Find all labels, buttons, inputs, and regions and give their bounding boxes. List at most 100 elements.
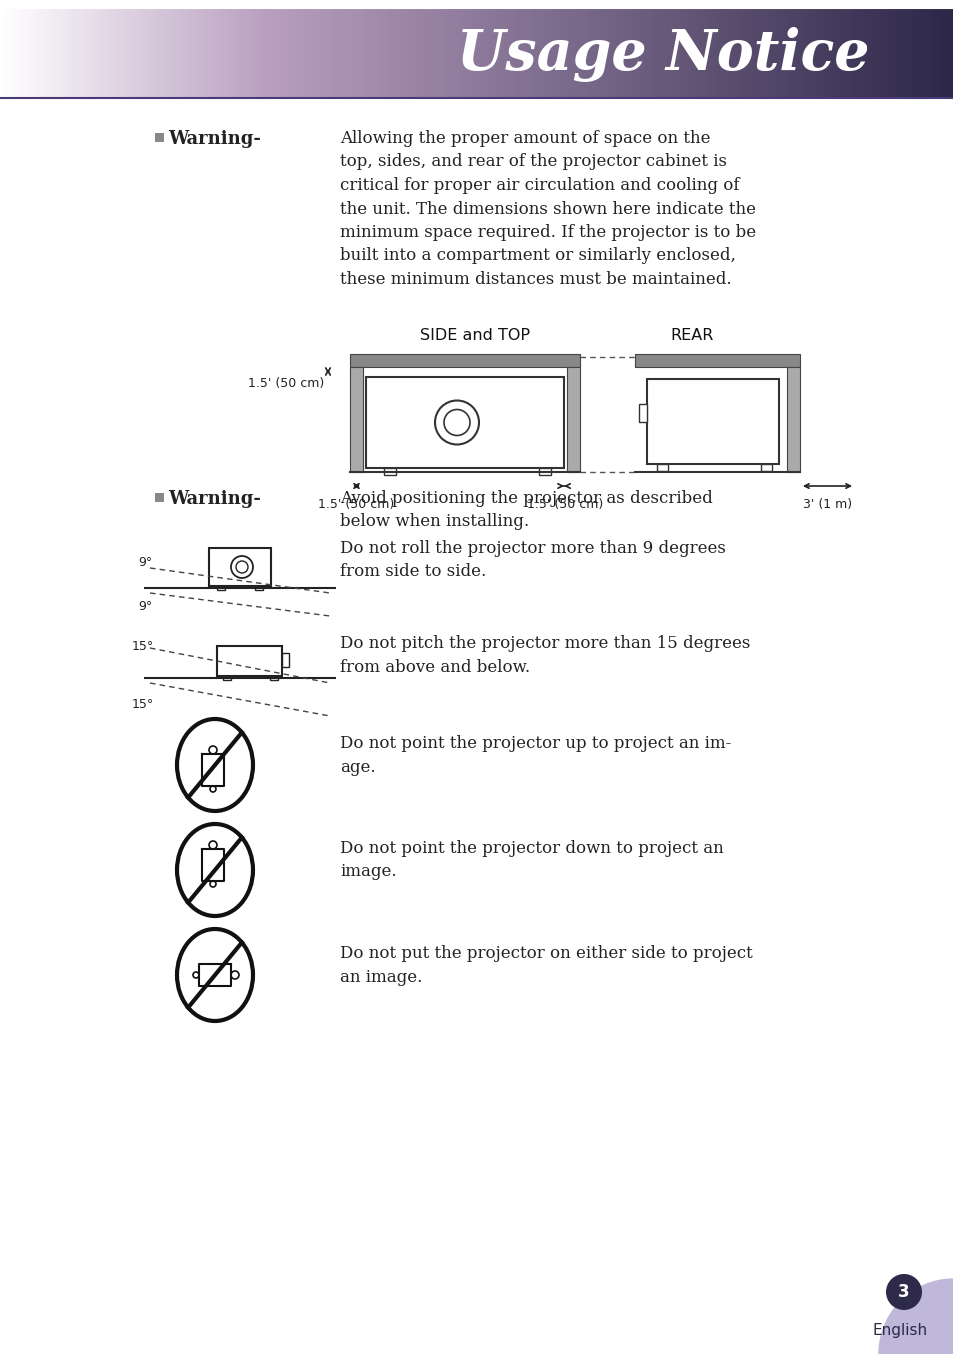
Bar bbox=[760, 464, 771, 471]
Bar bbox=[591, 8, 595, 96]
Bar bbox=[324, 8, 328, 96]
Bar bbox=[721, 8, 725, 96]
Circle shape bbox=[235, 561, 248, 573]
Bar bbox=[432, 8, 436, 96]
Bar bbox=[282, 653, 289, 668]
Bar bbox=[651, 8, 656, 96]
Bar bbox=[855, 8, 859, 96]
Bar bbox=[60, 8, 65, 96]
Bar bbox=[746, 8, 751, 96]
Bar bbox=[457, 8, 461, 96]
Text: Do not point the projector up to project an im-
age.: Do not point the projector up to project… bbox=[339, 735, 731, 776]
Bar bbox=[600, 8, 604, 96]
Bar bbox=[527, 8, 532, 96]
Bar bbox=[610, 8, 614, 96]
Bar bbox=[381, 8, 385, 96]
Bar bbox=[400, 8, 404, 96]
Bar bbox=[343, 8, 347, 96]
Bar bbox=[794, 8, 799, 96]
Bar bbox=[588, 8, 592, 96]
Text: 1.5' (50 cm): 1.5' (50 cm) bbox=[318, 498, 395, 510]
Bar bbox=[696, 8, 700, 96]
Bar bbox=[705, 8, 709, 96]
Polygon shape bbox=[878, 1280, 953, 1354]
Bar bbox=[394, 8, 398, 96]
Bar bbox=[102, 8, 106, 96]
Bar bbox=[35, 8, 39, 96]
Bar bbox=[750, 8, 754, 96]
Bar bbox=[223, 676, 232, 680]
Bar bbox=[724, 8, 728, 96]
Bar bbox=[445, 8, 449, 96]
Bar bbox=[184, 8, 189, 96]
Circle shape bbox=[443, 409, 470, 436]
Bar bbox=[197, 8, 201, 96]
Bar bbox=[264, 8, 268, 96]
Bar bbox=[775, 8, 780, 96]
Bar bbox=[286, 8, 290, 96]
Bar bbox=[693, 8, 697, 96]
Bar bbox=[493, 8, 497, 96]
Bar bbox=[496, 8, 499, 96]
Bar bbox=[152, 8, 156, 96]
Bar bbox=[150, 8, 153, 96]
Bar bbox=[486, 8, 490, 96]
Bar bbox=[312, 8, 315, 96]
Bar bbox=[801, 8, 804, 96]
Bar bbox=[73, 8, 77, 96]
Bar bbox=[455, 8, 458, 96]
Bar bbox=[191, 8, 194, 96]
Bar bbox=[353, 8, 356, 96]
Bar bbox=[699, 8, 703, 96]
Bar bbox=[131, 8, 134, 96]
Bar bbox=[172, 8, 175, 96]
Bar bbox=[193, 8, 198, 96]
Bar bbox=[512, 8, 516, 96]
Bar bbox=[562, 8, 566, 96]
Bar bbox=[677, 8, 680, 96]
Bar bbox=[874, 8, 878, 96]
Bar bbox=[648, 8, 652, 96]
Bar bbox=[817, 8, 821, 96]
Bar bbox=[127, 8, 132, 96]
Bar bbox=[760, 8, 763, 96]
Bar bbox=[407, 8, 411, 96]
Bar bbox=[155, 8, 160, 96]
Bar bbox=[3, 8, 8, 96]
Bar bbox=[210, 8, 213, 96]
Bar bbox=[16, 8, 20, 96]
Bar bbox=[864, 8, 868, 96]
Bar bbox=[524, 8, 528, 96]
Text: 9°: 9° bbox=[138, 556, 152, 569]
Circle shape bbox=[210, 881, 215, 887]
Bar bbox=[902, 8, 906, 96]
Bar bbox=[660, 8, 665, 96]
Bar bbox=[271, 676, 278, 680]
Bar bbox=[222, 8, 227, 96]
Bar bbox=[476, 8, 480, 96]
Bar bbox=[254, 8, 258, 96]
Bar bbox=[143, 8, 147, 96]
Bar bbox=[641, 8, 646, 96]
Bar bbox=[769, 8, 773, 96]
Bar bbox=[566, 367, 579, 473]
Bar bbox=[298, 8, 303, 96]
Bar bbox=[841, 8, 846, 96]
Bar bbox=[572, 8, 576, 96]
Bar bbox=[556, 8, 560, 96]
Bar bbox=[165, 8, 170, 96]
Bar bbox=[209, 548, 271, 586]
Bar bbox=[336, 8, 341, 96]
Bar bbox=[321, 8, 325, 96]
Bar bbox=[534, 8, 537, 96]
Bar bbox=[538, 468, 551, 475]
Bar bbox=[734, 8, 738, 96]
Bar bbox=[0, 8, 4, 96]
Bar bbox=[686, 8, 690, 96]
Bar bbox=[248, 8, 252, 96]
Bar bbox=[813, 8, 818, 96]
Bar bbox=[598, 8, 601, 96]
Bar bbox=[646, 379, 779, 464]
Ellipse shape bbox=[177, 719, 253, 811]
Bar bbox=[154, 493, 164, 502]
